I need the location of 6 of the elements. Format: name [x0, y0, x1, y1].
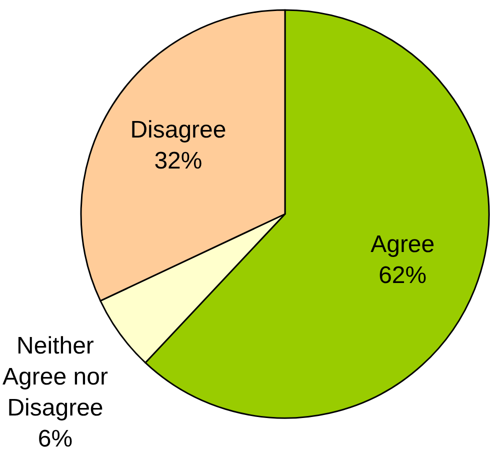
slice-label: Agree	[370, 231, 435, 258]
slice-label: Disagree	[130, 116, 226, 144]
slice-label: Neither Agree nor Disagree	[2, 332, 108, 422]
data-label: 62%	[378, 262, 427, 290]
data-label: 6%	[38, 425, 73, 452]
data-label: 32%	[154, 148, 202, 175]
